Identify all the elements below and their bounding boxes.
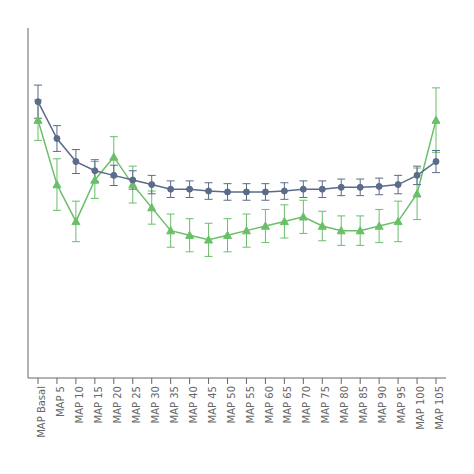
svg-text:MAP 50: MAP 50 (226, 386, 237, 423)
svg-text:MAP 40: MAP 40 (188, 386, 199, 423)
svg-text:MAP 100: MAP 100 (415, 386, 426, 430)
svg-text:MAP 5: MAP 5 (55, 386, 66, 417)
svg-text:MAP 75: MAP 75 (320, 386, 331, 423)
svg-text:MAP 95: MAP 95 (396, 386, 407, 423)
svg-text:MAP 65: MAP 65 (282, 386, 293, 423)
svg-text:MAP 20: MAP 20 (112, 386, 123, 423)
svg-text:MAP Basal: MAP Basal (36, 386, 47, 438)
svg-text:MAP 10: MAP 10 (74, 386, 85, 423)
svg-text:MAP 105: MAP 105 (434, 386, 445, 430)
svg-text:MAP 70: MAP 70 (301, 386, 312, 423)
svg-text:MAP 45: MAP 45 (207, 386, 218, 423)
svg-text:MAP 90: MAP 90 (377, 386, 388, 423)
svg-text:MAP 35: MAP 35 (169, 386, 180, 423)
svg-text:MAP 25: MAP 25 (131, 386, 142, 423)
svg-text:MAP 15: MAP 15 (93, 386, 104, 423)
svg-text:MAP 60: MAP 60 (264, 386, 275, 423)
svg-text:MAP 80: MAP 80 (339, 386, 350, 423)
svg-text:MAP 30: MAP 30 (150, 386, 161, 423)
svg-text:MAP 55: MAP 55 (245, 386, 256, 423)
svg-text:MAP 85: MAP 85 (358, 386, 369, 423)
